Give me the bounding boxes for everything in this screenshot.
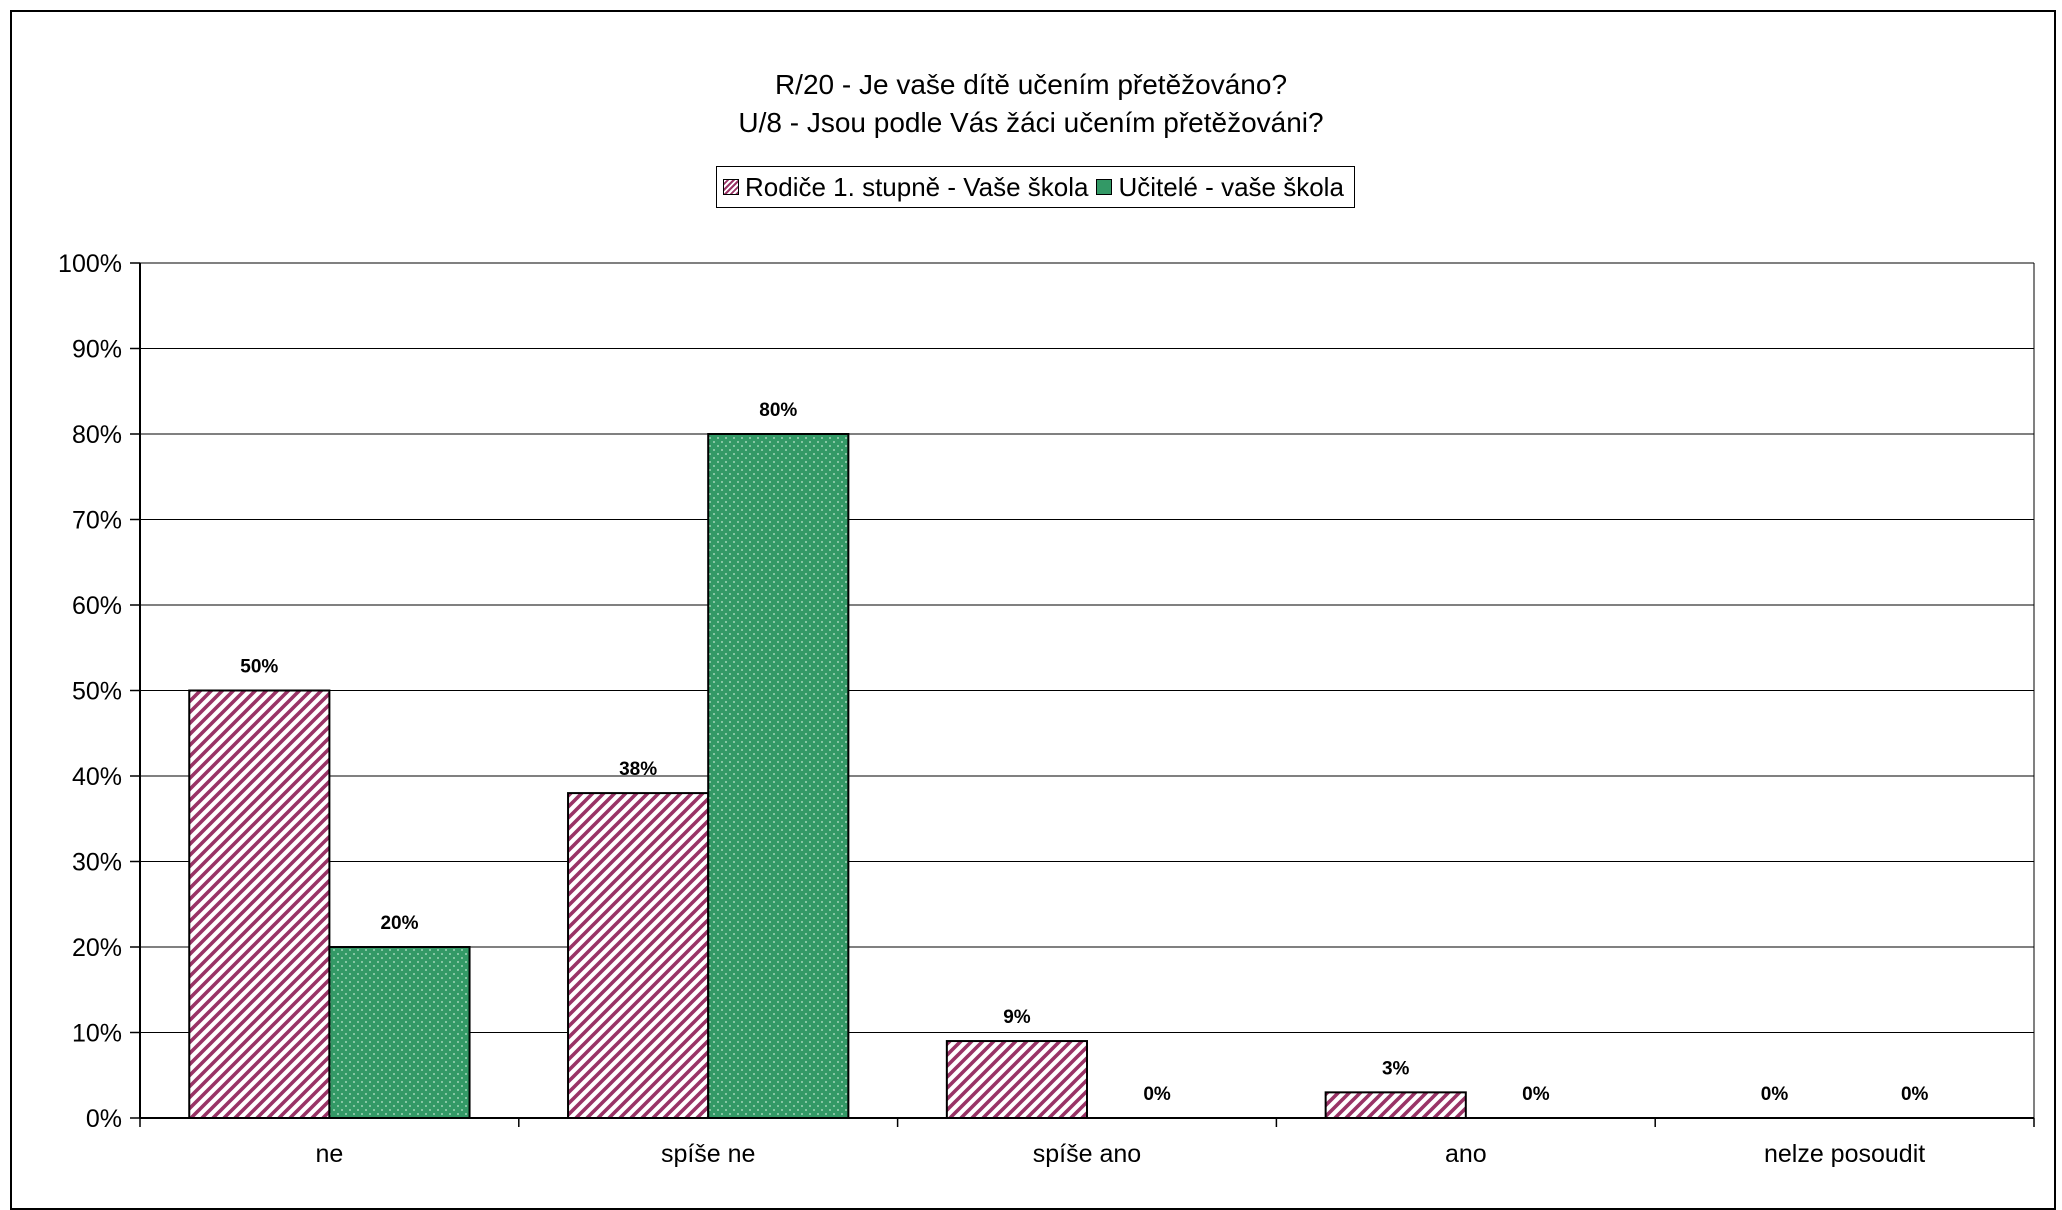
x-tick-label-0: ne [315, 1140, 343, 1168]
bar-parents-0 [188, 689, 331, 1119]
x-tick-label-1: spíše ne [661, 1140, 756, 1168]
chart-title-line-1: R/20 - Je vaše dítě učením přetěžováno? [774, 69, 1288, 100]
legend-swatch-teachers [1096, 179, 1113, 195]
bar-parents-3 [1324, 1091, 1467, 1119]
data-label-teachers-1: 80% [759, 400, 797, 421]
legend-item-teachers: Učitelé - vaše škola [1096, 171, 1344, 203]
y-tick-label-3: 30% [72, 849, 122, 877]
y-tick-label-0: 0% [86, 1105, 122, 1133]
chart-title-line-2: U/8 - Jsou podle Vás žáci učením přetěžo… [738, 107, 1324, 138]
data-label-teachers-2: 0% [1143, 1084, 1171, 1105]
y-tick-label-10: 100% [58, 250, 122, 278]
data-label-parents-4: 0% [1761, 1084, 1789, 1105]
x-tick-label-4: nelze posoudit [1764, 1140, 1925, 1168]
bar-teachers-0 [328, 946, 471, 1119]
data-label-parents-3: 3% [1382, 1058, 1410, 1079]
y-tick-label-2: 20% [72, 934, 122, 962]
legend-swatch-parents [723, 179, 739, 195]
data-label-teachers-0: 20% [380, 913, 418, 934]
data-label-teachers-4: 0% [1901, 1084, 1929, 1105]
bar-parents-1 [567, 792, 710, 1119]
y-tick-label-7: 70% [72, 507, 122, 535]
y-tick-label-1: 10% [72, 1020, 122, 1048]
legend-label-teachers: Učitelé - vaše škola [1118, 171, 1344, 202]
legend: Rodiče 1. stupně - Vaše škola Učitelé - … [716, 166, 1355, 208]
chart-title: R/20 - Je vaše dítě učením přetěžováno? … [0, 66, 2062, 142]
y-tick-label-9: 90% [72, 336, 122, 364]
data-label-parents-1: 38% [619, 759, 657, 780]
data-label-teachers-3: 0% [1522, 1084, 1550, 1105]
y-tick-label-4: 40% [72, 763, 122, 791]
x-tick-label-3: ano [1445, 1140, 1487, 1168]
y-tick-label-6: 60% [72, 592, 122, 620]
x-tick-label-2: spíše ano [1033, 1140, 1141, 1168]
legend-item-parents: Rodiče 1. stupně - Vaše škola [723, 172, 1088, 203]
legend-label-parents: Rodiče 1. stupně - Vaše škola [745, 171, 1089, 202]
y-tick-label-5: 50% [72, 678, 122, 706]
data-label-parents-2: 9% [1003, 1007, 1031, 1028]
y-tick-label-8: 80% [72, 421, 122, 449]
bar-teachers-1 [707, 433, 850, 1119]
bar-parents-2 [945, 1040, 1088, 1120]
data-label-parents-0: 50% [240, 657, 278, 678]
